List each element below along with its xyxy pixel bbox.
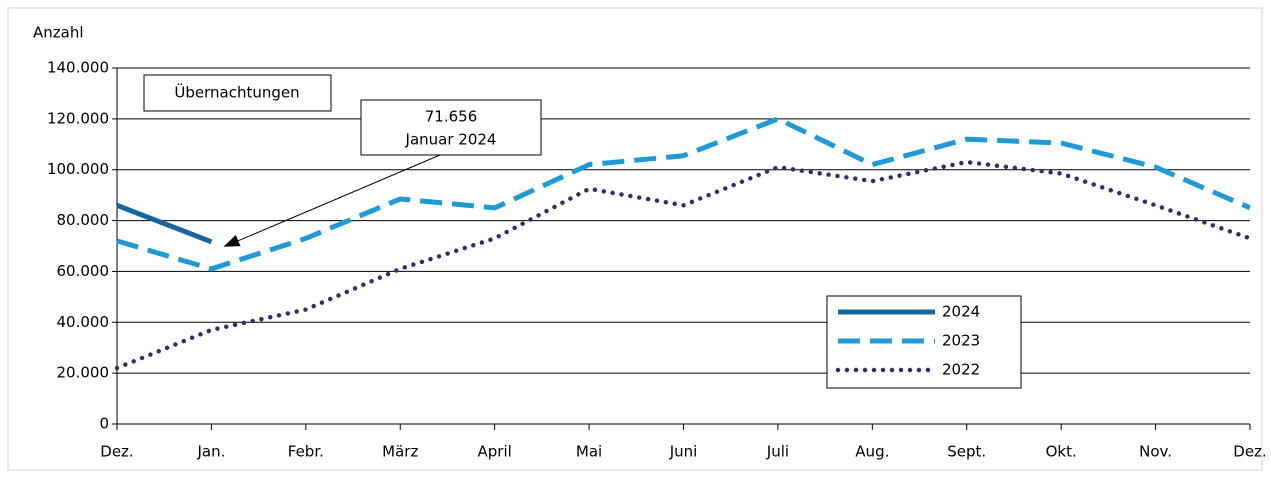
annotation-value: 71.656: [425, 108, 478, 126]
y-tick-label: 100.000: [47, 160, 109, 178]
x-tick-label: Sept.: [947, 443, 986, 461]
y-tick-label: 140.000: [47, 59, 109, 77]
y-tick-label: 20.000: [57, 364, 110, 382]
y-tick-label: 40.000: [57, 313, 110, 331]
annotation-arrow: [233, 154, 441, 244]
x-tick-label: Dez.: [100, 443, 133, 461]
x-tick-label: Nov.: [1139, 443, 1172, 461]
legend-label: 2024: [942, 303, 980, 321]
y-tick-label: 120.000: [47, 109, 109, 127]
x-tick-label: Okt.: [1046, 443, 1077, 461]
annotation-box: [360, 99, 542, 156]
x-tick-label: Febr.: [288, 443, 324, 461]
annotation-arrowhead: [223, 235, 241, 247]
y-tick-label: 80.000: [57, 211, 110, 229]
title-box: [143, 74, 332, 112]
x-tick-label: Jan.: [196, 443, 225, 461]
x-tick-label: April: [478, 443, 512, 461]
legend-label: 2023: [942, 332, 980, 350]
x-tick-label: Juli: [766, 443, 789, 461]
x-tick-label: Aug.: [855, 443, 889, 461]
line-2024: [116, 202, 213, 245]
frame: [7, 7, 1263, 471]
legend-label: 2022: [942, 361, 980, 379]
line-2022: [114, 159, 1253, 371]
y-tick-label: 0: [99, 415, 109, 433]
x-tick-label: Mai: [576, 443, 602, 461]
y-axis-label: Anzahl: [33, 24, 84, 42]
x-tick-label: Juni: [669, 443, 698, 461]
annotation-text: Januar 2024: [405, 131, 497, 149]
y-tick-label: 60.000: [57, 262, 110, 280]
chart-title: Übernachtungen: [174, 83, 299, 102]
x-tick-label: Dez.: [1233, 443, 1266, 461]
x-tick-label: März: [382, 443, 418, 461]
line-2023: [116, 116, 1251, 272]
